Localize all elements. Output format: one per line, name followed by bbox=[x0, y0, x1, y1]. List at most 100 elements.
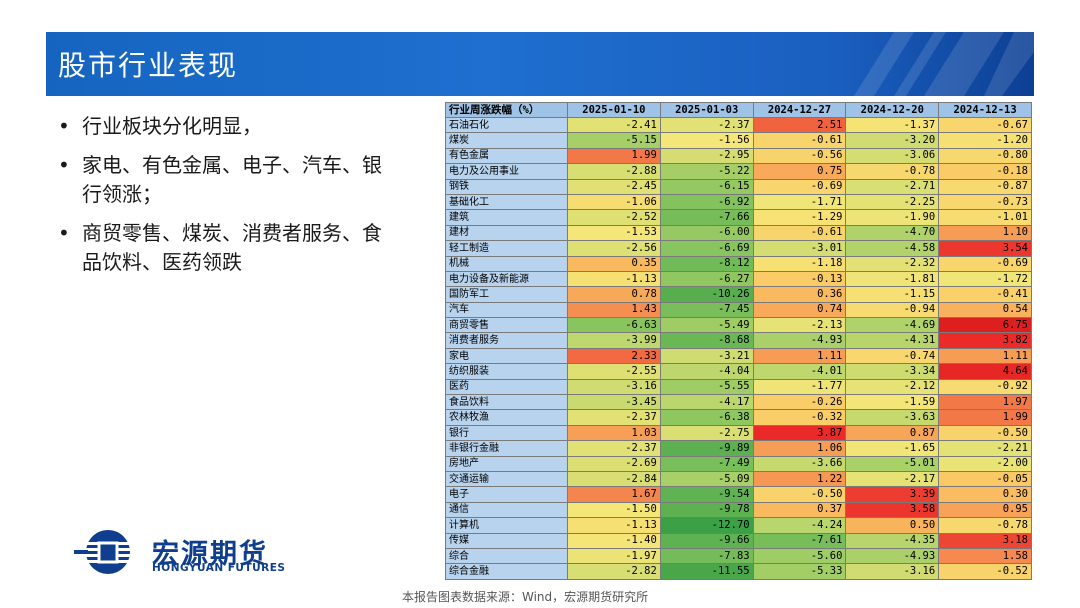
weekly-change-cell: -2.13 bbox=[752, 317, 847, 334]
weekly-change-cell: -1.06 bbox=[567, 193, 661, 211]
industry-name-cell: 纺织服装 bbox=[445, 363, 568, 380]
weekly-change-cell: 0.30 bbox=[938, 486, 1032, 503]
industry-name-cell: 汽车 bbox=[445, 301, 568, 319]
data-source-note: 本报告图表数据来源：Wind，宏源期货研究所 bbox=[402, 590, 649, 604]
table-row: 消费者服务 -3.99 -8.68 -4.93 -4.31 3.82 bbox=[445, 332, 1032, 349]
weekly-change-cell: 1.99 bbox=[938, 409, 1032, 426]
column-header-date: 2024-12-20 bbox=[845, 102, 940, 118]
weekly-change-cell: 1.58 bbox=[938, 547, 1032, 565]
weekly-change-cell: 3.54 bbox=[938, 240, 1032, 257]
weekly-change-cell: -5.55 bbox=[659, 378, 754, 396]
weekly-change-cell: -1.65 bbox=[845, 440, 940, 457]
weekly-change-cell: -9.89 bbox=[659, 440, 754, 457]
weekly-change-cell: 3.82 bbox=[938, 332, 1032, 349]
table-row: 电力及公用事业 -2.88 -5.22 0.75 -0.78 -0.18 bbox=[445, 163, 1032, 180]
table-body: 石油石化 -2.41 -2.37 2.51 -1.37 -0.67 煤炭 -5.15 -1.56… bbox=[445, 116, 1032, 580]
weekly-change-cell: -4.58 bbox=[845, 240, 940, 257]
weekly-change-cell: 1.97 bbox=[938, 394, 1032, 411]
weekly-change-cell: -0.50 bbox=[938, 424, 1032, 442]
weekly-change-cell: -4.35 bbox=[845, 532, 940, 549]
industry-name-cell: 食品饮料 bbox=[445, 394, 568, 411]
weekly-change-cell: -7.49 bbox=[659, 455, 754, 472]
table-row: 钢铁 -2.45 -6.15 -0.69 -2.71 -0.87 bbox=[445, 178, 1032, 195]
weekly-change-cell: 6.75 bbox=[938, 317, 1032, 334]
weekly-change-cell: 3.58 bbox=[845, 501, 940, 519]
weekly-change-cell: 1.43 bbox=[567, 301, 661, 319]
weekly-change-cell: -0.13 bbox=[752, 270, 847, 288]
weekly-change-cell: -1.29 bbox=[752, 209, 847, 226]
weekly-change-cell: -5.15 bbox=[567, 132, 661, 149]
industry-name-cell: 建材 bbox=[445, 224, 568, 242]
bullet-dot-icon: • bbox=[58, 153, 70, 177]
weekly-change-cell: -1.72 bbox=[938, 270, 1032, 288]
weekly-change-cell: -1.77 bbox=[752, 378, 847, 396]
weekly-change-cell: -0.87 bbox=[938, 178, 1032, 195]
table-row: 建筑 -2.52 -7.66 -1.29 -1.90 -1.01 bbox=[445, 209, 1032, 226]
weekly-change-cell: -2.45 bbox=[567, 178, 661, 195]
weekly-change-cell: -0.18 bbox=[938, 163, 1032, 180]
weekly-change-cell: -7.83 bbox=[659, 547, 754, 565]
weekly-change-cell: -6.38 bbox=[659, 409, 754, 426]
weekly-change-cell: 2.51 bbox=[752, 116, 847, 134]
weekly-change-cell: -2.88 bbox=[567, 163, 661, 180]
industry-name-cell: 消费者服务 bbox=[445, 332, 568, 349]
weekly-change-cell: 1.99 bbox=[567, 147, 661, 165]
table-row: 汽车 1.43 -7.45 0.74 -0.94 0.54 bbox=[445, 301, 1032, 319]
bullet-text: 商贸零售、煤炭、消费者服务、食品饮料、医药领跌 bbox=[82, 221, 382, 274]
weekly-change-cell: -0.41 bbox=[938, 286, 1032, 303]
weekly-change-cell: -4.93 bbox=[845, 547, 940, 565]
company-logo: 宏源期货 HONGYUAN FUTURES bbox=[72, 528, 312, 576]
weekly-change-cell: -3.06 bbox=[845, 147, 940, 165]
weekly-change-cell: -1.53 bbox=[567, 224, 661, 242]
weekly-change-cell: 1.11 bbox=[752, 347, 847, 365]
weekly-change-cell: -2.41 bbox=[567, 116, 661, 134]
weekly-change-cell: 1.67 bbox=[567, 486, 661, 503]
weekly-change-cell: -0.74 bbox=[845, 347, 940, 365]
table-row: 非银行金融 -2.37 -9.89 1.06 -1.65 -2.21 bbox=[445, 440, 1032, 457]
weekly-change-cell: -0.69 bbox=[938, 255, 1032, 272]
weekly-change-cell: 0.74 bbox=[752, 301, 847, 319]
weekly-change-cell: 0.75 bbox=[752, 163, 847, 180]
weekly-change-cell: -1.50 bbox=[567, 501, 661, 519]
table-row: 医药 -3.16 -5.55 -1.77 -2.12 -0.92 bbox=[445, 378, 1032, 396]
bullet-text: 行业板块分化明显， bbox=[82, 114, 262, 138]
table-row: 家电 2.33 -3.21 1.11 -0.74 1.11 bbox=[445, 347, 1032, 365]
industry-name-cell: 电力设备及新能源 bbox=[445, 270, 568, 288]
weekly-change-cell: 0.50 bbox=[845, 517, 940, 534]
table-row: 银行 1.03 -2.75 3.87 0.87 -0.50 bbox=[445, 424, 1032, 442]
industry-name-cell: 机械 bbox=[445, 255, 568, 272]
industry-name-cell: 综合 bbox=[445, 547, 568, 565]
weekly-change-cell: 3.87 bbox=[752, 424, 847, 442]
weekly-change-cell: -0.61 bbox=[752, 224, 847, 242]
weekly-change-cell: 0.95 bbox=[938, 501, 1032, 519]
industry-name-cell: 电力及公用事业 bbox=[445, 163, 568, 180]
weekly-change-cell: -4.93 bbox=[752, 332, 847, 349]
table-row: 石油石化 -2.41 -2.37 2.51 -1.37 -0.67 bbox=[445, 116, 1032, 134]
weekly-change-cell: -6.15 bbox=[659, 178, 754, 195]
industry-performance-table-wrapper: 行业周涨跌幅（%） 2025-01-10 2025-01-03 2024-12-… bbox=[445, 102, 1032, 580]
weekly-change-cell: -0.78 bbox=[845, 163, 940, 180]
weekly-change-cell: -11.55 bbox=[659, 563, 754, 580]
bullet-dot-icon: • bbox=[58, 114, 70, 138]
weekly-change-cell: -1.37 bbox=[845, 116, 940, 134]
logo-name-cn: 宏源期货 bbox=[152, 539, 268, 570]
weekly-change-cell: -0.56 bbox=[752, 147, 847, 165]
weekly-change-cell: -5.01 bbox=[845, 455, 940, 472]
weekly-change-cell: -5.60 bbox=[752, 547, 847, 565]
weekly-change-cell: -7.66 bbox=[659, 209, 754, 226]
page-title: 股市行业表现 bbox=[58, 49, 239, 82]
weekly-change-cell: -2.21 bbox=[938, 440, 1032, 457]
weekly-change-cell: -1.56 bbox=[659, 132, 754, 149]
table-row: 纺织服装 -2.55 -4.04 -4.01 -3.34 4.64 bbox=[445, 363, 1032, 380]
weekly-change-cell: -4.01 bbox=[752, 363, 847, 380]
weekly-change-cell: -3.66 bbox=[752, 455, 847, 472]
table-row: 传媒 -1.40 -9.66 -7.61 -4.35 3.18 bbox=[445, 532, 1032, 549]
table-row: 房地产 -2.69 -7.49 -3.66 -5.01 -2.00 bbox=[445, 455, 1032, 472]
weekly-change-cell: -4.24 bbox=[752, 517, 847, 534]
industry-name-cell: 钢铁 bbox=[445, 178, 568, 195]
weekly-change-cell: -2.37 bbox=[567, 440, 661, 457]
table-row: 综合 -1.97 -7.83 -5.60 -4.93 1.58 bbox=[445, 547, 1032, 565]
weekly-change-cell: -5.49 bbox=[659, 317, 754, 334]
table-row: 食品饮料 -3.45 -4.17 -0.26 -1.59 1.97 bbox=[445, 394, 1032, 411]
weekly-change-cell: -2.17 bbox=[845, 470, 940, 488]
